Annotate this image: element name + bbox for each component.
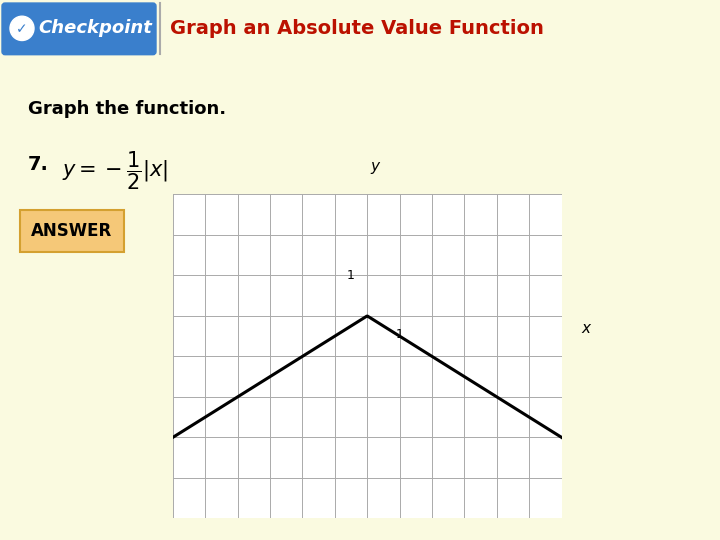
Text: ✓: ✓ bbox=[16, 22, 28, 36]
Text: x: x bbox=[581, 321, 590, 335]
Text: ANSWER: ANSWER bbox=[32, 222, 112, 240]
Text: $y = -\dfrac{1}{2}|x|$: $y = -\dfrac{1}{2}|x|$ bbox=[62, 150, 168, 192]
Text: Graph an Absolute Value Function: Graph an Absolute Value Function bbox=[170, 19, 544, 38]
Text: Checkpoint: Checkpoint bbox=[38, 19, 152, 37]
Circle shape bbox=[10, 16, 34, 40]
FancyBboxPatch shape bbox=[20, 210, 124, 252]
Text: Graph the function.: Graph the function. bbox=[28, 100, 226, 118]
Text: y: y bbox=[371, 159, 380, 174]
Text: 7.: 7. bbox=[28, 155, 49, 174]
Text: 1: 1 bbox=[396, 328, 403, 341]
FancyBboxPatch shape bbox=[2, 3, 156, 55]
Text: 1: 1 bbox=[346, 269, 354, 282]
